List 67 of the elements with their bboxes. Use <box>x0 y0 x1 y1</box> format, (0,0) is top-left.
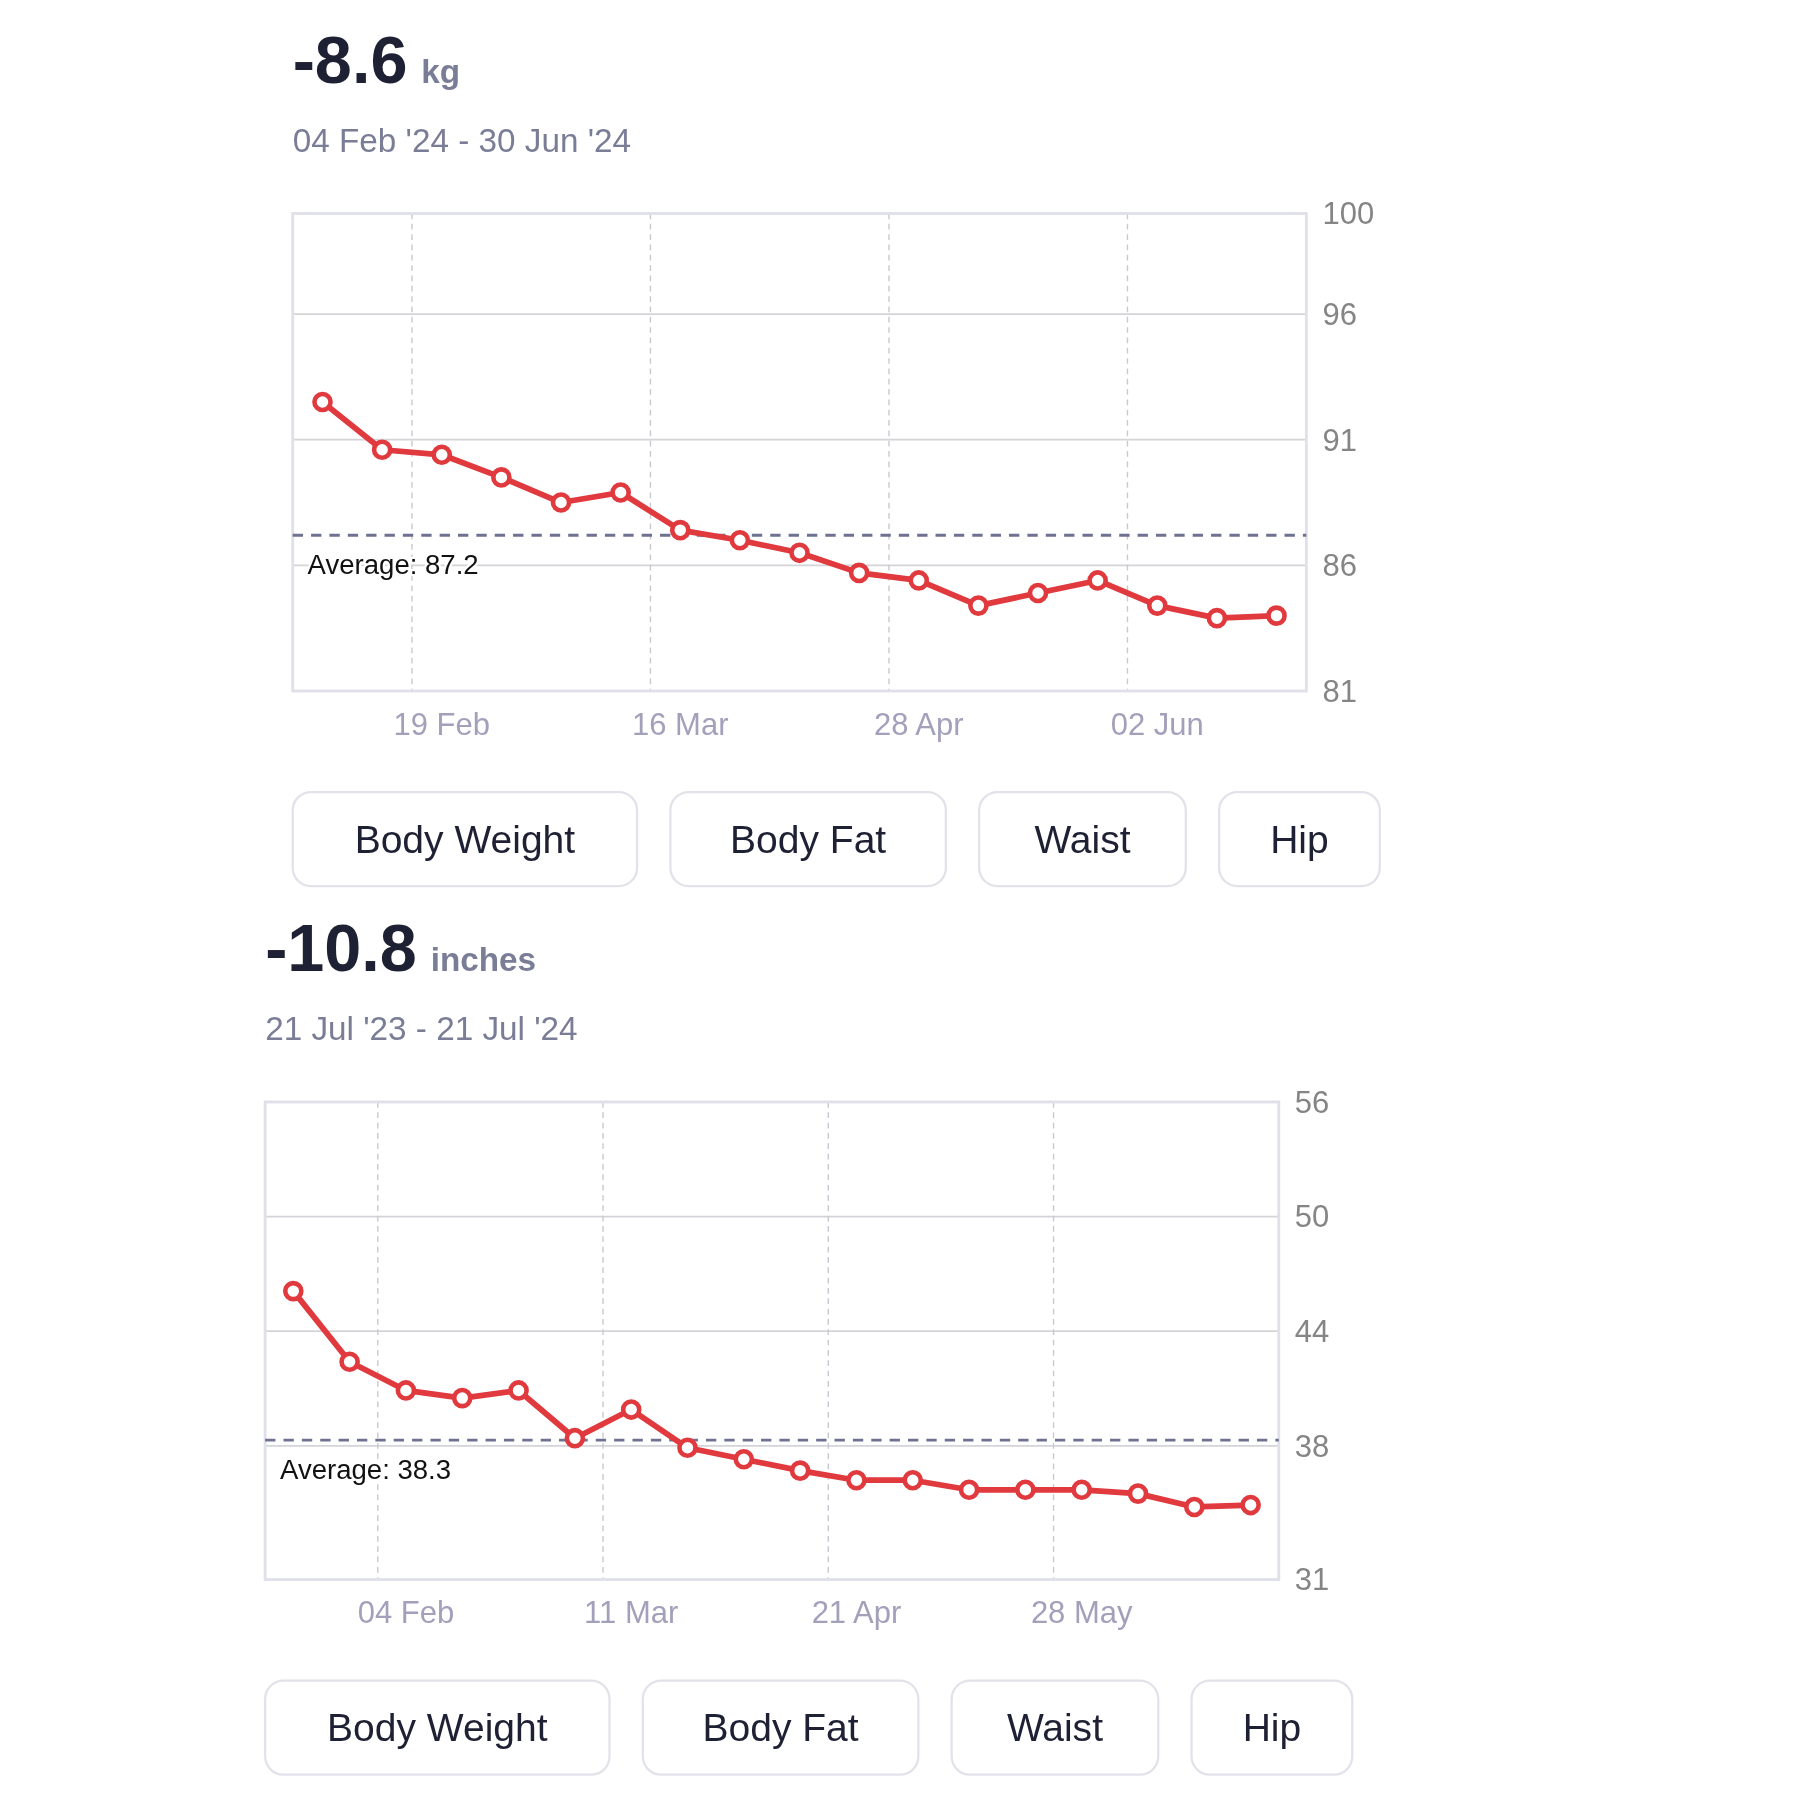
x-tick-label: 02 Jun <box>1110 706 1204 742</box>
point <box>564 1427 586 1449</box>
point <box>789 542 810 564</box>
tab-button: Body Weight <box>264 1679 611 1776</box>
x-tick-label: 21 Apr <box>811 1595 902 1631</box>
ref-line-label: Average: 87.2 <box>307 549 479 581</box>
x-tick-label: 28 Apr <box>873 706 964 742</box>
tab-button: Hip <box>1217 790 1381 888</box>
y-tick-label: 44 <box>1294 1314 1330 1350</box>
chart-subtitle: 04 Feb '24 - 30 Jun '24 <box>292 121 632 159</box>
point <box>282 1280 304 1302</box>
point <box>968 595 989 616</box>
point <box>789 1460 811 1482</box>
point <box>508 1380 529 1401</box>
y-tick-label: 81 <box>1322 673 1357 709</box>
point <box>395 1380 417 1401</box>
y-tick-label: 86 <box>1322 548 1357 584</box>
point <box>1071 1479 1093 1501</box>
point <box>1146 595 1168 616</box>
point <box>451 1387 473 1409</box>
point <box>1087 570 1108 591</box>
point <box>620 1399 642 1420</box>
point <box>846 1469 867 1491</box>
point <box>677 1437 698 1459</box>
y-tick-label: 38 <box>1294 1428 1330 1464</box>
point <box>371 439 393 461</box>
chart-title: -10.8 inches <box>265 911 537 986</box>
chart-subtitle: 21 Jul '23 - 21 Jul '24 <box>265 1010 578 1048</box>
y-tick-label: 50 <box>1294 1199 1330 1235</box>
x-tick-label: 19 Feb <box>393 706 490 742</box>
point <box>1206 607 1228 629</box>
point <box>908 570 930 591</box>
tab-button: Waist <box>950 1679 1160 1776</box>
point <box>1266 605 1287 626</box>
x-tick-label: 04 Feb <box>357 1595 455 1631</box>
y-tick-label: 31 <box>1294 1562 1330 1598</box>
point <box>729 529 751 551</box>
x-tick-label: 28 May <box>1030 1595 1133 1631</box>
point <box>431 444 453 466</box>
point <box>669 519 691 541</box>
point <box>1027 582 1049 604</box>
tab-button: Waist <box>978 790 1187 888</box>
point <box>733 1448 755 1470</box>
tab-button: Body Fat <box>641 1679 920 1776</box>
x-tick-label: 11 Mar <box>584 1595 679 1631</box>
tab-button: Body Weight <box>291 790 639 888</box>
ref-line-label: Average: 38.3 <box>280 1454 452 1486</box>
point <box>848 562 870 584</box>
chart-title: -8.6 kg <box>292 22 461 97</box>
y-tick-label: 91 <box>1322 422 1357 458</box>
x-tick-label: 16 Mar <box>632 706 729 742</box>
point <box>1015 1479 1036 1501</box>
point <box>902 1469 924 1491</box>
point <box>1127 1483 1149 1504</box>
point <box>312 391 333 413</box>
y-tick-label: 56 <box>1294 1084 1330 1120</box>
point <box>491 467 512 488</box>
y-tick-label: 100 <box>1322 196 1375 232</box>
point <box>550 492 572 513</box>
point <box>958 1479 980 1501</box>
y-tick-label: 96 <box>1322 296 1357 332</box>
point <box>1240 1494 1261 1516</box>
tab-button: Hip <box>1190 1679 1354 1776</box>
tab-button: Body Fat <box>669 790 948 888</box>
point <box>1183 1496 1205 1518</box>
point <box>339 1351 360 1373</box>
point <box>610 482 631 503</box>
